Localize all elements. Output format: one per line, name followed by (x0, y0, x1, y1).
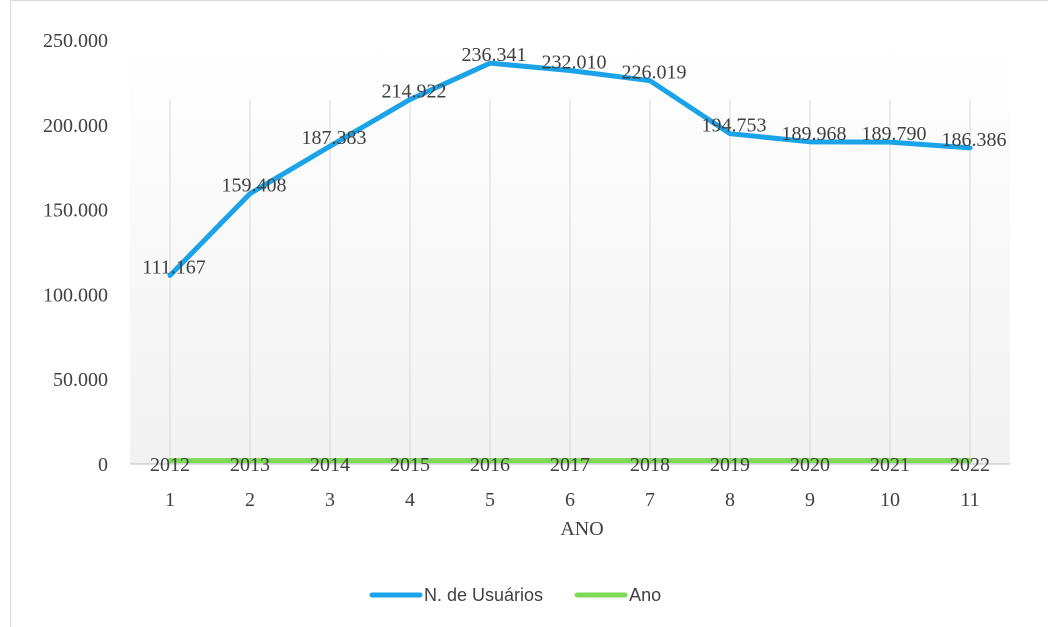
series-line (167, 60, 973, 278)
y-tick-label: 100.000 (43, 284, 108, 306)
data-label: 2019 (710, 454, 750, 476)
data-labels: 111.167 159.408 187.383 214.922 236.341 232.0… (142, 44, 1006, 476)
y-tick-label: 200.000 (43, 115, 108, 137)
data-label: 214.922 (382, 80, 447, 102)
y-tick-label: 150.000 (43, 200, 108, 222)
x-tick-label: 11 (960, 489, 979, 511)
x-tick-label: 3 (325, 489, 335, 511)
data-label: 2015 (390, 454, 430, 476)
x-tick-label: 9 (805, 489, 815, 511)
data-label: 189.968 (782, 123, 847, 145)
x-tick-label: 2 (245, 489, 255, 511)
x-tick-label: 8 (725, 489, 735, 511)
gridlines (169, 100, 971, 464)
data-label: 2022 (950, 454, 990, 476)
axes: 0 50.000 100.000 150.000 200.000 250.000 1 2 3 4 5… (43, 30, 1010, 511)
legend-label: Ano (629, 585, 661, 605)
x-tick-label: 1 (165, 489, 175, 511)
y-tick-label: 0 (98, 454, 108, 476)
data-label: 236.341 (462, 44, 527, 66)
y-tick-label: 50.000 (53, 369, 108, 391)
data-label: 2021 (870, 454, 910, 476)
legend-label: N. de Usuários (424, 585, 543, 605)
data-label: 226.019 (622, 62, 687, 84)
data-label: 189.790 (862, 123, 927, 145)
data-label: 2013 (230, 454, 270, 476)
data-label: 194.753 (702, 115, 767, 137)
data-label: 2016 (470, 454, 510, 476)
data-label: 2018 (630, 454, 670, 476)
data-label: 2020 (790, 454, 830, 476)
data-label: 232.010 (542, 52, 607, 74)
data-label: 187.383 (302, 127, 367, 149)
data-label: 186.386 (942, 129, 1007, 151)
data-label: 111.167 (142, 256, 206, 278)
x-tick-label: 5 (485, 489, 495, 511)
legend: N. de Usuários Ano (369, 585, 661, 605)
data-label: 2017 (550, 454, 590, 476)
data-label: 159.408 (222, 175, 287, 197)
x-tick-label: 4 (405, 489, 415, 511)
data-label: 2012 (150, 454, 190, 476)
x-tick-label: 7 (645, 489, 655, 511)
x-axis-title: ANO (560, 518, 603, 540)
x-tick-label: 10 (880, 489, 900, 511)
y-tick-label: 250.000 (43, 30, 108, 52)
series-lines (167, 60, 973, 464)
data-label: 2014 (310, 454, 350, 476)
x-tick-label: 6 (565, 489, 575, 511)
